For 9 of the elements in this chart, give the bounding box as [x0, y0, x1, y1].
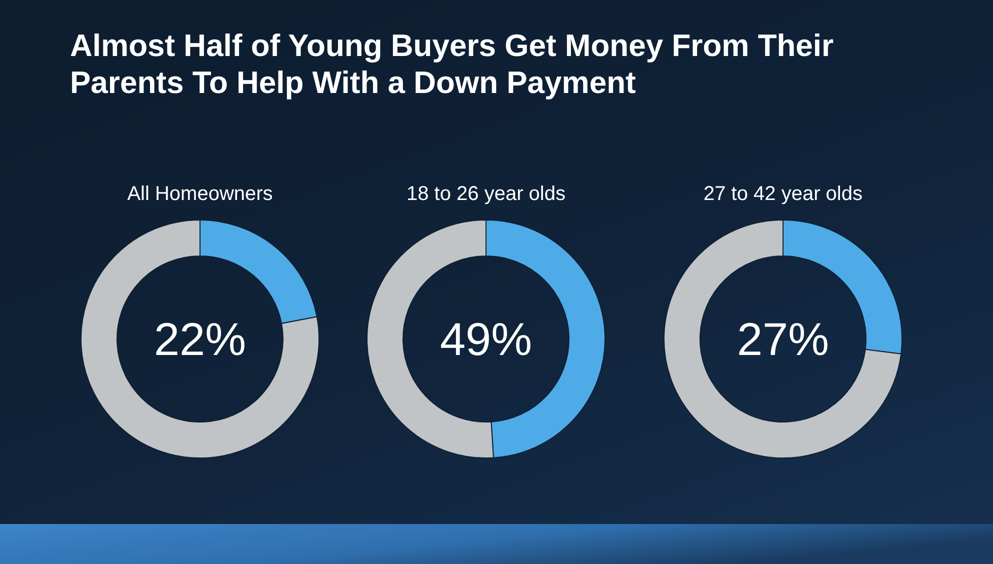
chart-title: All Homeowners [127, 183, 273, 205]
donut-slice [664, 220, 902, 458]
text: 27% [736, 313, 830, 365]
text: 22% [154, 313, 246, 365]
text: Almost Half of Young Buyers Get Money From Their Parents To Help With a Down Payment [70, 28, 834, 100]
text: 49% [440, 313, 532, 365]
chart-title: 18 to 26 year olds [406, 183, 566, 205]
donut-slice [80, 220, 320, 458]
chart-title: 27 to 42 year olds [704, 183, 862, 205]
